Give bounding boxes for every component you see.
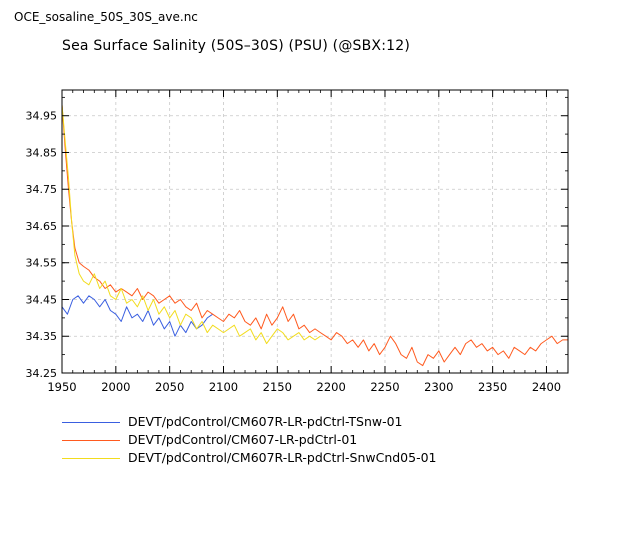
series-tsnw-line bbox=[61, 295, 213, 337]
x-tick-label: 2300 bbox=[424, 380, 453, 394]
y-tick-label: 34.45 bbox=[26, 293, 58, 306]
x-tick-label: 2400 bbox=[532, 380, 561, 394]
x-tick-label: 2100 bbox=[209, 380, 238, 394]
y-tick-label: 34.95 bbox=[26, 110, 58, 123]
y-tick-label: 34.75 bbox=[26, 183, 58, 196]
y-tick-label: 34.35 bbox=[26, 330, 58, 343]
y-tick-label: 34.85 bbox=[26, 146, 58, 159]
axis-ticks bbox=[61, 90, 569, 374]
chart-title: Sea Surface Salinity (50S–30S) (PSU) (@S… bbox=[62, 38, 411, 54]
x-tick-label: 2150 bbox=[263, 380, 292, 394]
legend-swatch bbox=[62, 440, 120, 441]
legend-label: DEVT/pdControl/CM607R-LR-pdCtrl-SnwCnd05… bbox=[128, 450, 437, 465]
y-tick-label: 34.65 bbox=[26, 220, 58, 233]
x-tick-label: 2000 bbox=[101, 380, 130, 394]
x-tick-label: 2250 bbox=[370, 380, 399, 394]
axis-tick-labels: 1950 2000 2050 2100 2150 2200 2250 2300 2350 2400… bbox=[26, 110, 562, 394]
y-tick-label: 34.55 bbox=[26, 257, 58, 270]
y-tick-label: 34.25 bbox=[26, 367, 58, 380]
x-tick-label: 1950 bbox=[47, 380, 76, 394]
series-layer bbox=[61, 104, 568, 367]
plot-frame bbox=[61, 89, 569, 374]
x-tick-label: 2050 bbox=[155, 380, 184, 394]
file-title: OCE_sosaline_50S_30S_ave.nc bbox=[14, 10, 198, 24]
x-tick-label: 2200 bbox=[317, 380, 346, 394]
legend-label: DEVT/pdControl/CM607-LR-pdCtrl-01 bbox=[128, 432, 358, 447]
series-pdctrl-line bbox=[61, 104, 568, 367]
legend-swatch bbox=[62, 458, 120, 459]
grid-lines bbox=[62, 90, 568, 373]
legend-swatch bbox=[62, 422, 120, 423]
x-tick-label: 2350 bbox=[478, 380, 507, 394]
series-snwcnd-line bbox=[61, 104, 321, 345]
legend-label: DEVT/pdControl/CM607R-LR-pdCtrl-TSnw-01 bbox=[128, 414, 403, 429]
